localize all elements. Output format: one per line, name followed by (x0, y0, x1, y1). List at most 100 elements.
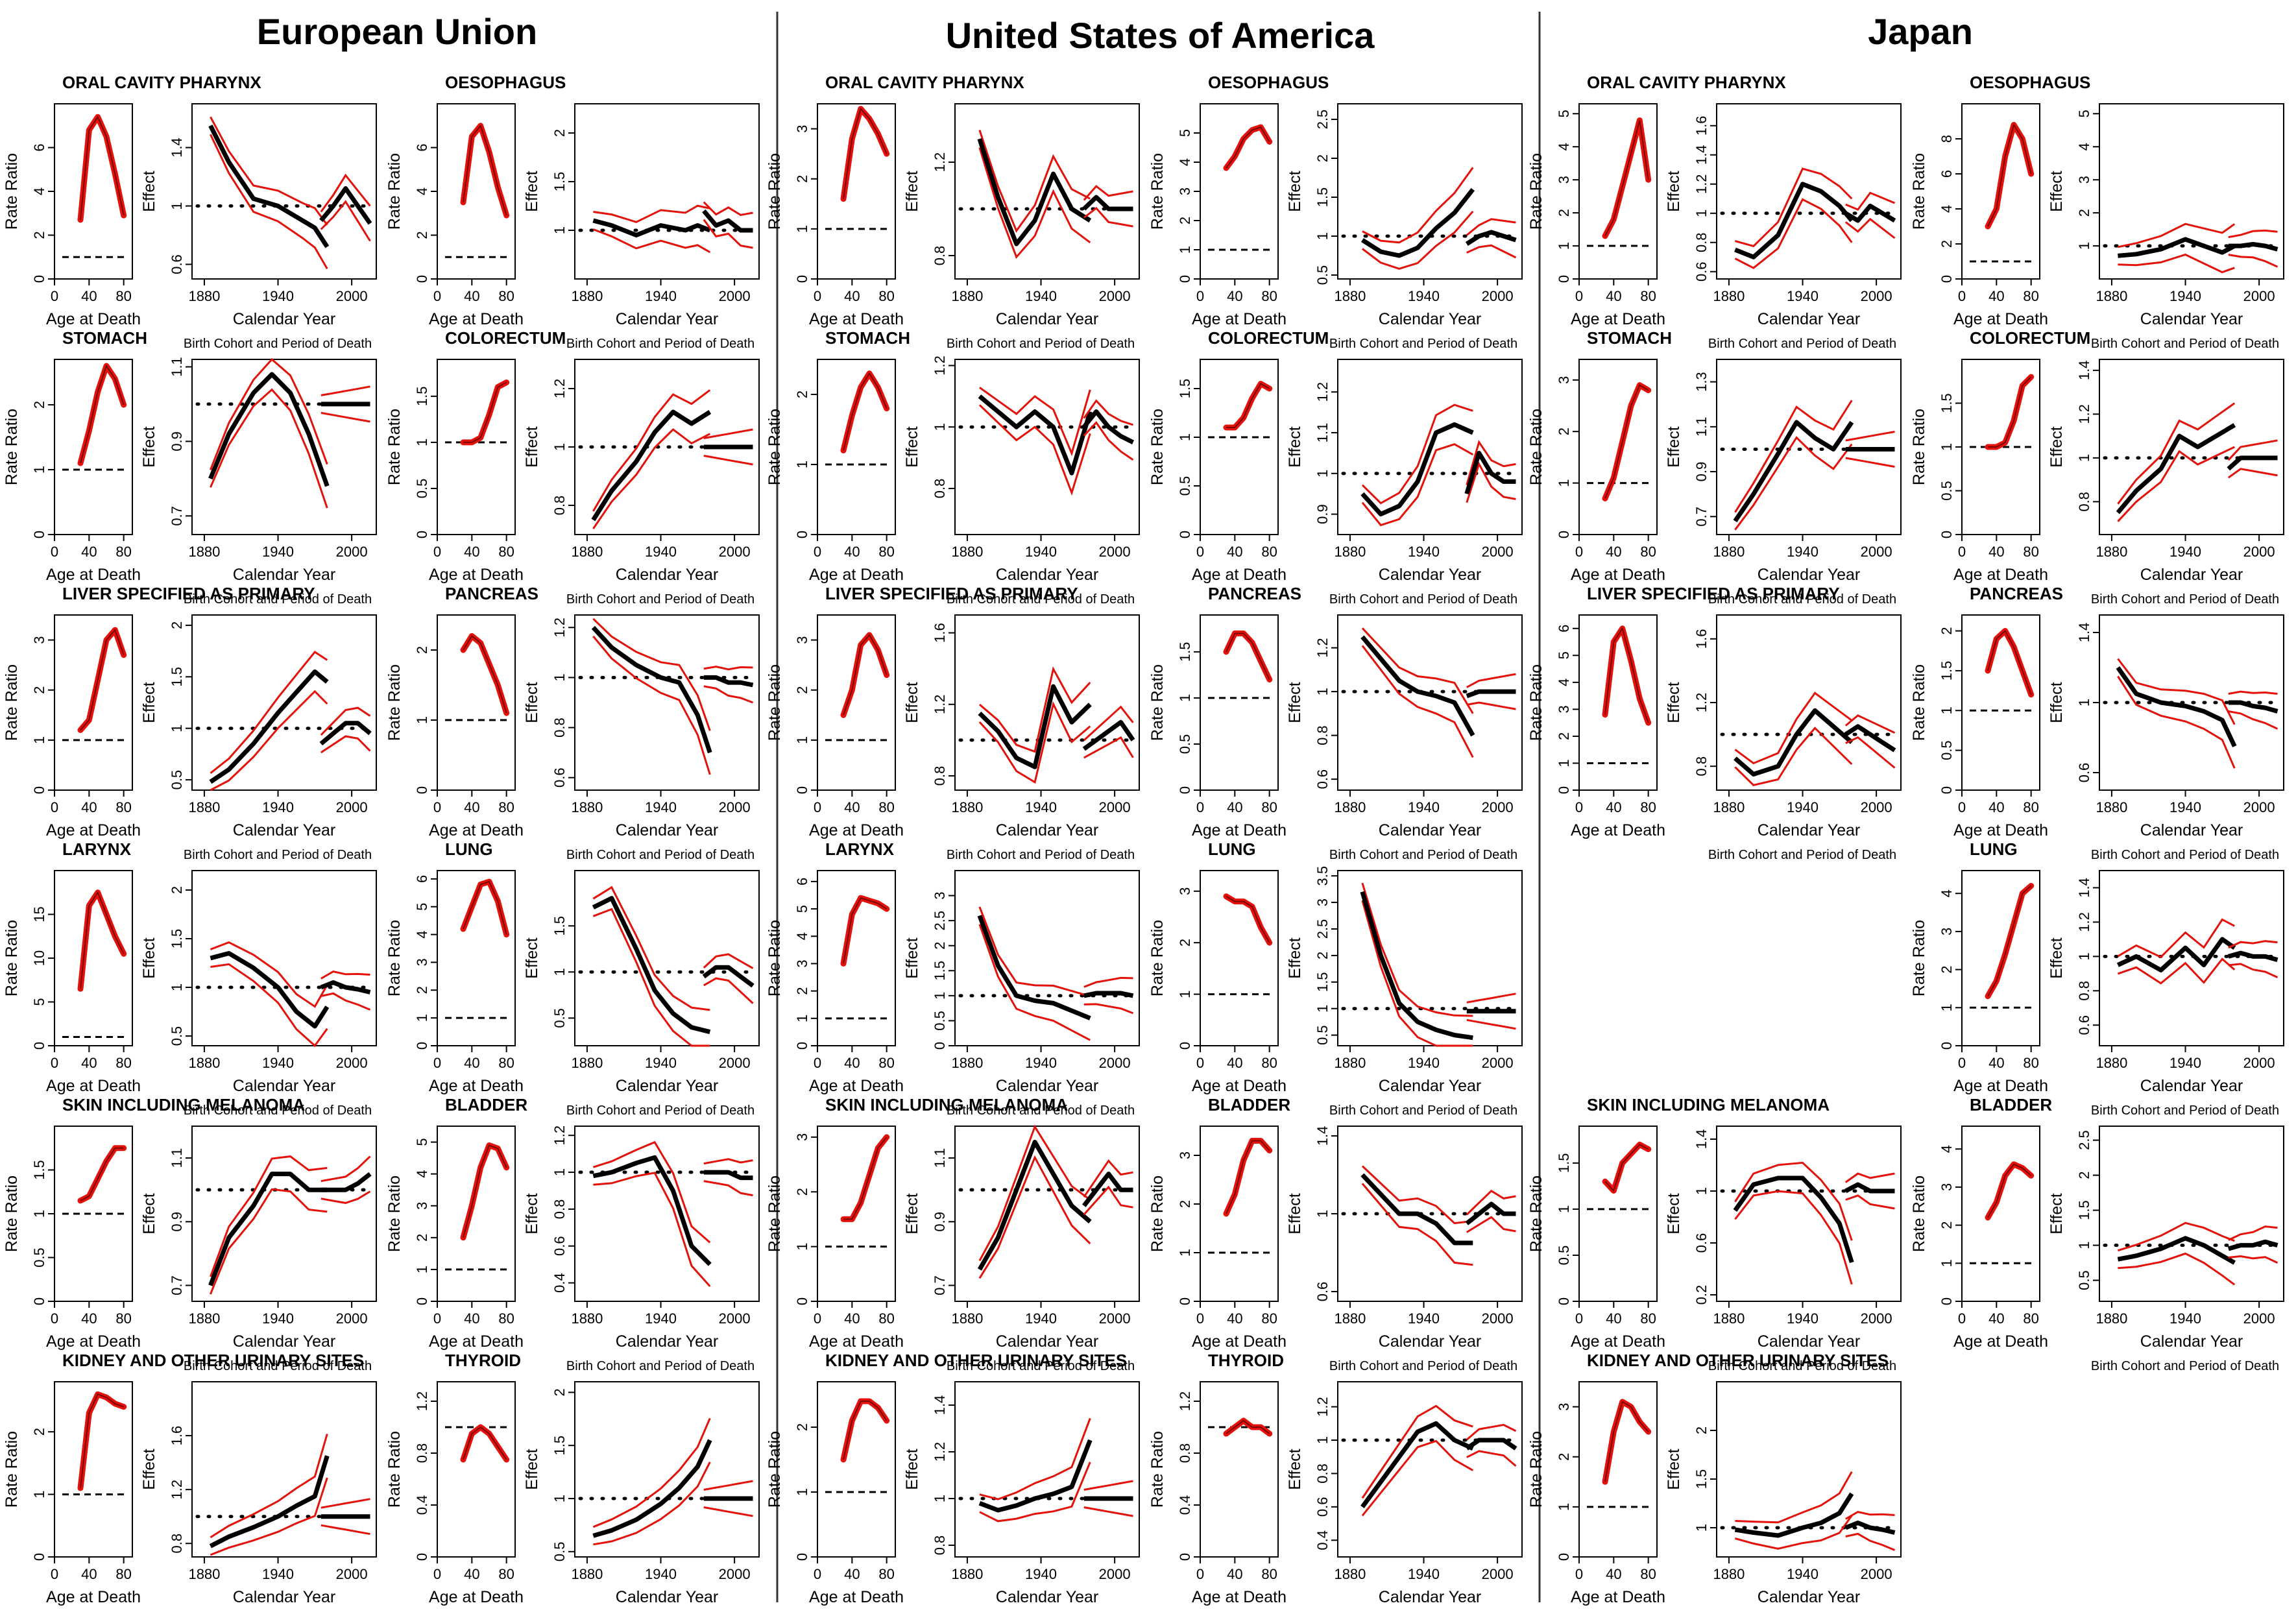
age-axis-ytick-label: 0 (1177, 531, 1193, 538)
period-ci-lower (320, 1524, 370, 1536)
period-ci-upper (320, 1155, 371, 1183)
age-axis-ytick-label: 10 (31, 950, 47, 966)
age-ylabel: Rate Ratio (3, 664, 21, 741)
age-ylabel: Rate Ratio (1148, 664, 1166, 741)
cohort-ci-upper (1361, 627, 1474, 714)
cal-axis-xtick-label: 2000 (336, 799, 368, 815)
age-axis-xtick-label: 40 (1988, 1310, 2004, 1327)
age-curve (1223, 124, 1273, 171)
cal-ylabel: Effect (2048, 426, 2066, 468)
cal-axis-ytick-label: 0.6 (1314, 1282, 1331, 1302)
cal-ylabel: Effect (1665, 1193, 1683, 1235)
panel-7: COLORECTUM 0 40 80 0 0.5 1 1.5 Rate Ratio Age at … (385, 328, 760, 607)
age-axis-ytick-label: 4 (1939, 1145, 1955, 1153)
cal-axis-ytick-label: 1.4 (1314, 1126, 1331, 1146)
cal-axis-ytick-label: 1 (169, 202, 185, 210)
cohort-estimate (209, 1455, 330, 1548)
cal-axis-xtick-label: 1940 (262, 1566, 294, 1582)
age-axis-ytick-label: 6 (794, 878, 810, 885)
cal-axis-ytick-label: 0.7 (169, 506, 185, 526)
cal-axis-ytick-label: 0.5 (551, 1542, 568, 1562)
age-ylabel: Rate Ratio (1910, 1175, 1928, 1252)
panel-24: BLADDER 0 40 80 0 1 2 3 4 5 Rate Ratio Age at Death… (385, 1095, 760, 1373)
panel-title: SKIN INCLUDING MELANOMA (1587, 1095, 1830, 1114)
cal-axis-ytick-label: 1 (551, 1168, 568, 1176)
cal-axis-ytick-label: 0.6 (1693, 1233, 1710, 1253)
period-ci-lower (1083, 1185, 1133, 1216)
age-axis-xtick-label: 40 (1606, 799, 1621, 815)
cal-axis-ytick-label: 1.2 (932, 355, 948, 376)
cal-ylabel: Effect (1665, 426, 1683, 468)
cal-axis-ytick-label: 0.8 (932, 1536, 948, 1556)
period-ci-lower (703, 219, 753, 249)
age-curve-center (1226, 895, 1270, 943)
age-curve-center (1226, 1140, 1270, 1214)
cal-axis-ytick-label: 0.8 (169, 1534, 185, 1554)
cal-note: Birth Cohort and Period of Death (184, 592, 372, 607)
cal-axis-ytick-label: 1.2 (551, 1126, 568, 1146)
cal-axis-xtick-label: 1880 (571, 799, 603, 815)
age-axis-ytick-label: 0.5 (1939, 740, 1955, 760)
cal-axis-ytick-label: 1.2 (1314, 382, 1331, 402)
age-curve-center (463, 381, 507, 443)
cohort-ci-upper (1361, 882, 1473, 1017)
cal-xlabel: Calendar Year (996, 1588, 1098, 1606)
age-axis-ytick-label: 2 (1556, 732, 1572, 740)
age-xlabel: Age at Death (1953, 310, 2048, 328)
age-axis-ytick-label: 4 (794, 932, 810, 940)
cal-axis-ytick-label: 1.5 (551, 172, 568, 192)
cal-axis-xtick-label: 1940 (2169, 544, 2201, 560)
period-estimate (319, 721, 372, 746)
cal-axis-xtick-label: 1940 (645, 288, 677, 304)
cal-ylabel: Effect (140, 1449, 158, 1490)
cohort-estimate (2118, 237, 2236, 258)
age-curve (77, 1145, 127, 1204)
cal-axis-ytick-label: 0.8 (551, 496, 568, 516)
region-title-eu: European Union (257, 11, 537, 52)
panel-title: LARYNX (825, 839, 895, 859)
period-ci-lower (2227, 468, 2278, 479)
age-axis-ytick-label: 3 (1177, 187, 1193, 195)
period-estimate (319, 186, 372, 225)
age-axis-ytick-label: 1 (414, 716, 430, 724)
period-ci-lower (2228, 710, 2278, 730)
cal-axis-xtick-label: 1880 (188, 544, 220, 560)
cal-ylabel: Effect (1286, 1193, 1304, 1235)
cal-axis-xtick-label: 1880 (1334, 1566, 1366, 1582)
age-axis-ytick-label: 4 (31, 187, 47, 195)
period-estimate (1464, 450, 1516, 495)
region-title-usa: United States of America (946, 15, 1375, 56)
age-xlabel: Age at Death (46, 1332, 141, 1351)
period-ci-upper (1466, 439, 1516, 486)
region-title-japan: Japan (1868, 11, 1973, 52)
age-axis-xtick-label: 0 (1575, 544, 1583, 560)
cal-xlabel: Calendar Year (233, 310, 335, 328)
cohort-ci-lower (1734, 198, 1853, 269)
cohort-ci-lower (1734, 1515, 1853, 1550)
age-axis-ytick-label: 5 (1556, 651, 1572, 659)
age-axis-frame (1200, 359, 1279, 535)
age-axis-frame (1578, 1381, 1658, 1558)
age-curve (77, 114, 127, 223)
cal-axis-frame (574, 870, 760, 1046)
age-axis-xtick-label: 0 (1575, 288, 1583, 304)
age-curve-center (843, 634, 888, 716)
age-axis-ytick-label: 1 (414, 1014, 430, 1022)
age-curve (1985, 374, 2035, 450)
panel-21: LUNG 0 40 80 0 1 2 3 Rate Ratio Age at Death 1880 1… (1148, 839, 1523, 1118)
cal-axis-xtick-label: 1880 (951, 799, 983, 815)
age-axis-xtick-label: 80 (878, 799, 894, 815)
age-curve-center (80, 115, 125, 220)
age-axis-ytick-label: 0 (1939, 1297, 1955, 1305)
cohort-ci-upper (979, 1417, 1091, 1500)
period-ci-upper (2228, 1225, 2278, 1241)
age-axis-xtick-label: 0 (814, 544, 821, 560)
age-curve-center (1987, 1163, 2032, 1218)
cal-axis-ytick-label: 1.4 (932, 1395, 948, 1415)
cal-axis-ytick-label: 0.4 (551, 1273, 568, 1293)
cal-xlabel: Calendar Year (1758, 821, 1860, 839)
cal-axis-xtick-label: 1940 (1025, 544, 1057, 560)
cal-axis-xtick-label: 1880 (571, 1566, 603, 1582)
age-axis-ytick-label: 2 (1177, 1200, 1193, 1208)
cal-axis-ytick-label: 1.2 (932, 152, 948, 173)
